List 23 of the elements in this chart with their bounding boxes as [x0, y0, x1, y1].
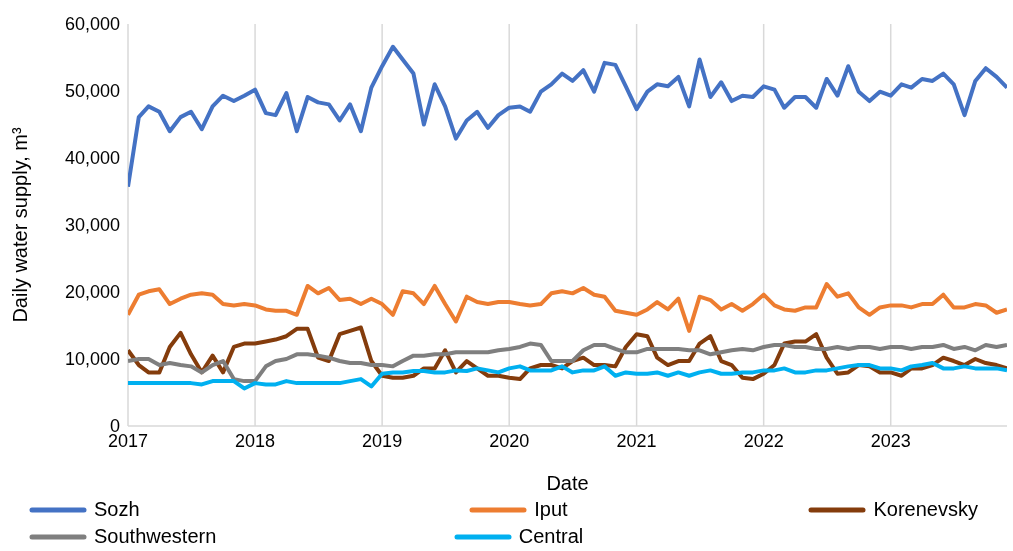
x-tick-label: 2023 [870, 430, 911, 451]
x-tick-label: 2019 [362, 430, 403, 451]
x-axis-title: Date [546, 472, 589, 494]
y-axis-title: Daily water supply, m³ [9, 127, 32, 323]
y-tick-label: 30,000 [64, 215, 120, 236]
y-tick-label: 20,000 [64, 282, 120, 303]
legend-label: Central [518, 525, 584, 548]
legend-label: Southwestern [94, 525, 217, 548]
x-tick-label: 2022 [743, 430, 784, 451]
legend-label: Sozh [94, 498, 140, 521]
y-tick-label: 10,000 [64, 349, 120, 370]
y-tick-label: 60,000 [64, 14, 120, 35]
line-series [128, 44, 1007, 189]
legend-label: Korenevsky [873, 498, 978, 521]
line-series [128, 281, 1007, 333]
line-series [128, 361, 1007, 391]
x-tick-label: 2018 [235, 430, 276, 451]
legend-label: Iput [534, 498, 568, 521]
y-tick-label: 40,000 [64, 148, 120, 169]
x-tick-label: 2020 [489, 430, 530, 451]
line-series [128, 341, 1007, 384]
y-tick-label: 50,000 [64, 81, 120, 102]
x-tick-label: 2021 [616, 430, 657, 451]
